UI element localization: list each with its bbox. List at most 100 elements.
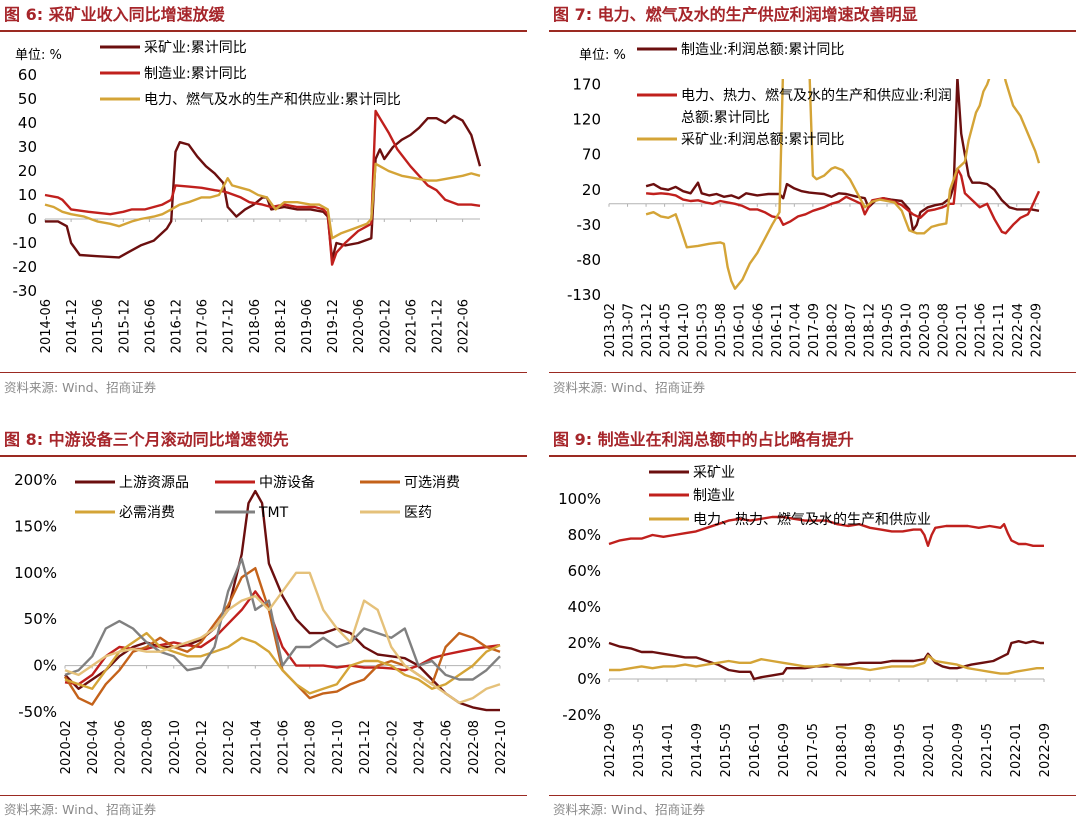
x-tick-label: 2013-12 bbox=[640, 303, 655, 357]
x-tick-label: 2021-04 bbox=[249, 720, 264, 774]
x-tick-label: 2021-06 bbox=[974, 303, 989, 357]
y-tick-label: -30 bbox=[577, 216, 602, 234]
x-tick-label: 2022-04 bbox=[412, 720, 427, 774]
x-tick-label: 2018-07 bbox=[844, 303, 859, 357]
y-tick-label: 40% bbox=[568, 598, 601, 616]
series-line-2 bbox=[608, 515, 1044, 547]
legend-label-1: 采矿业 bbox=[693, 465, 735, 481]
x-tick-label: 2020-06 bbox=[352, 299, 367, 353]
x-tick-label: 2016-06 bbox=[143, 299, 158, 353]
series-line-1 bbox=[45, 114, 482, 261]
figure-9-chart: 100% 80% 60% 40% 20% 0% -20%2012-09 2013-05 2014… bbox=[558, 465, 1053, 777]
y-tick-label: 30 bbox=[18, 138, 37, 156]
x-tick-label: 2021-10 bbox=[331, 720, 346, 774]
figure-9-source: 资料来源: Wind、招商证券 bbox=[553, 802, 706, 817]
figure-7-title: 图 7: 电力、燃气及水的生产供应利润增速改善明显 bbox=[549, 0, 1076, 32]
y-tick-label: -50% bbox=[18, 703, 57, 721]
x-tick-label: 2014-09 bbox=[690, 723, 705, 777]
x-tick-label: 2014-12 bbox=[65, 299, 80, 353]
series-line-2 bbox=[44, 109, 481, 266]
x-tick-label: 2022-01 bbox=[1009, 723, 1024, 777]
unit-label: 单位: % bbox=[15, 48, 62, 63]
legend-label-2: 总额:累计同比 bbox=[681, 110, 770, 126]
series-line-3 bbox=[63, 567, 501, 706]
legend-label-3: 可选消费 bbox=[404, 475, 460, 491]
x-tick-label: 2014-10 bbox=[677, 303, 692, 357]
legend-label-1: 制造业:利润总额:累计同比 bbox=[681, 42, 844, 58]
series-line-3 bbox=[609, 654, 1044, 675]
y-tick-label: 80% bbox=[568, 526, 601, 544]
x-tick-label: 2018-09 bbox=[864, 723, 879, 777]
x-tick-label: 2021-01 bbox=[955, 303, 970, 357]
figure-7-source: 资料来源: Wind、招商证券 bbox=[553, 380, 706, 395]
series-line-5 bbox=[64, 557, 501, 681]
figure-7-source-divider bbox=[549, 372, 1076, 373]
y-tick-label: 60% bbox=[568, 562, 601, 580]
y-tick-label: 120 bbox=[572, 111, 601, 129]
x-tick-label: 2018-06 bbox=[248, 299, 263, 353]
x-tick-label: 2017-04 bbox=[788, 303, 803, 357]
x-tick-label: 2020-02 bbox=[59, 720, 74, 774]
x-tick-label: 2022-09 bbox=[1029, 303, 1044, 357]
legend-label-3: 电力、热力、燃气及水的生产和供应业 bbox=[693, 511, 931, 528]
y-tick-label: 170 bbox=[572, 76, 601, 94]
figure-6-title: 图 6: 采矿业收入同比增速放缓 bbox=[0, 0, 527, 32]
y-tick-label: 60 bbox=[18, 66, 37, 84]
x-tick-label: 2022-10 bbox=[494, 720, 509, 774]
legend-label-2: 制造业:累计同比 bbox=[144, 66, 247, 82]
x-tick-label: 2019-06 bbox=[300, 299, 315, 353]
x-tick-label: 2016-01 bbox=[748, 723, 763, 777]
legend-label-3: 采矿业:利润总额:累计同比 bbox=[681, 132, 844, 148]
figure-6-source: 资料来源: Wind、招商证券 bbox=[4, 380, 157, 395]
x-tick-label: 2022-02 bbox=[385, 720, 400, 774]
legend-label-2: 电力、热力、燃气及水的生产和供应业:利润 bbox=[681, 87, 952, 104]
legend-label-1: 上游资源品 bbox=[119, 475, 189, 491]
series-line-3 bbox=[645, 79, 1041, 290]
x-tick-label: 2019-10 bbox=[900, 303, 915, 357]
x-tick-label: 2022-08 bbox=[467, 720, 482, 774]
y-tick-label: 200% bbox=[14, 471, 57, 489]
figure-8-source-divider bbox=[0, 795, 527, 796]
x-tick-label: 2013-02 bbox=[603, 303, 618, 357]
figure-9-panel: 图 9: 制造业在利润总额中的占比略有提升 100% 80% 60% 40% 20% 0%… bbox=[549, 425, 1076, 822]
x-tick-label: 2015-03 bbox=[696, 303, 711, 357]
y-tick-label: 20 bbox=[582, 181, 601, 199]
x-tick-label: 2013-07 bbox=[622, 303, 637, 357]
figure-7-panel: 图 7: 电力、燃气及水的生产供应利润增速改善明显 单位: % 170 120 70 2… bbox=[549, 0, 1076, 410]
x-tick-label: 2017-05 bbox=[806, 723, 821, 777]
y-tick-label: 0% bbox=[577, 670, 601, 688]
y-tick-label: 20% bbox=[568, 634, 601, 652]
x-tick-label: 2018-12 bbox=[274, 299, 289, 353]
x-tick-label: 2016-01 bbox=[733, 303, 748, 357]
y-tick-label: -80 bbox=[577, 251, 602, 269]
legend-label-3: 电力、燃气及水的生产和供应业:累计同比 bbox=[144, 91, 401, 108]
x-tick-label: 2020-09 bbox=[951, 723, 966, 777]
x-tick-label: 2021-06 bbox=[404, 299, 419, 353]
legend-label-2: 中游设备 bbox=[259, 474, 315, 491]
y-tick-label: 50% bbox=[24, 610, 57, 628]
figure-8-panel: 图 8: 中游设备三个月滚动同比增速领先 200% 150% 100% 50% 0% -5… bbox=[0, 425, 527, 822]
x-tick-label: 2015-05 bbox=[719, 723, 734, 777]
y-tick-label: 50 bbox=[18, 90, 37, 108]
x-tick-label: 2015-08 bbox=[714, 303, 729, 357]
y-tick-label: 0% bbox=[33, 657, 57, 675]
x-tick-label: 2018-12 bbox=[862, 303, 877, 357]
x-tick-label: 2015-12 bbox=[117, 299, 132, 353]
x-tick-label: 2014-05 bbox=[659, 303, 674, 357]
x-tick-label: 2014-01 bbox=[661, 723, 676, 777]
y-tick-label: 100% bbox=[558, 490, 601, 508]
y-tick-label: 20 bbox=[18, 162, 37, 180]
x-tick-label: 2022-09 bbox=[1038, 723, 1053, 777]
series-line-3 bbox=[44, 162, 481, 240]
x-tick-label: 2014-06 bbox=[39, 299, 54, 353]
x-tick-label: 2019-05 bbox=[881, 303, 896, 357]
figure-6-panel: 图 6: 采矿业收入同比增速放缓 单位: % 60 50 40 30 20 10 0 -10 -2… bbox=[0, 0, 527, 410]
x-tick-label: 2020-12 bbox=[195, 720, 210, 774]
x-tick-label: 2015-06 bbox=[91, 299, 106, 353]
y-tick-label: 100% bbox=[14, 564, 57, 582]
x-tick-label: 2021-12 bbox=[358, 720, 373, 774]
x-tick-label: 2019-12 bbox=[326, 299, 341, 353]
series-line-4 bbox=[64, 631, 501, 695]
